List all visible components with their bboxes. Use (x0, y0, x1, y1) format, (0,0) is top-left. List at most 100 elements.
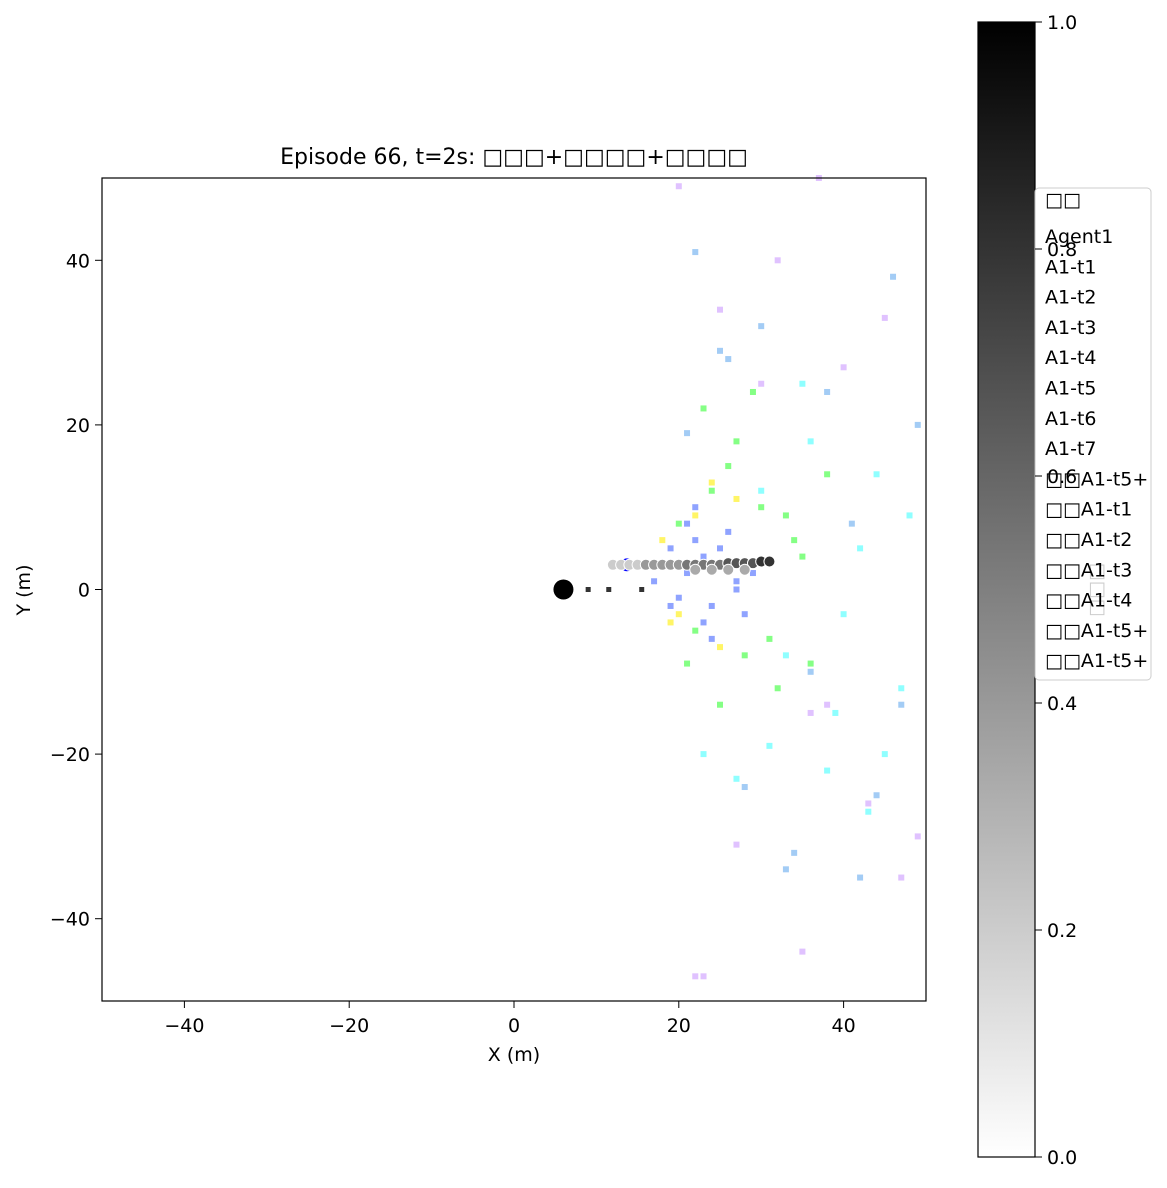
point (700, 973, 707, 980)
point (700, 751, 707, 758)
point (807, 438, 814, 445)
colorbar-tick-label: 0.4 (1047, 693, 1077, 715)
chart-title: Episode 66, t=2s: □□□+□□□□+□□□□ (280, 145, 748, 170)
point (700, 553, 707, 560)
point (824, 471, 831, 478)
point (807, 709, 814, 716)
point (782, 512, 789, 519)
y-tick-label: 40 (66, 250, 90, 272)
point (906, 512, 913, 519)
legend-entry: A1-t3 (1045, 317, 1096, 339)
point (799, 948, 806, 955)
point (733, 495, 740, 502)
point (898, 701, 905, 708)
legend-entry: A1-t6 (1045, 408, 1096, 430)
point (749, 570, 756, 577)
point (824, 767, 831, 774)
point (700, 619, 707, 626)
colorbar-tick-label: 1.0 (1047, 12, 1077, 34)
point (782, 652, 789, 659)
point (865, 800, 872, 807)
point (865, 808, 872, 815)
point (914, 421, 921, 428)
point (725, 356, 732, 363)
point (774, 257, 781, 264)
x-tick-label: −40 (164, 1015, 204, 1037)
point (675, 520, 682, 527)
point (705, 563, 718, 576)
point (667, 602, 674, 609)
point (733, 578, 740, 585)
legend-entry: □□A1-t3 (1045, 559, 1132, 581)
y-tick-label: −20 (50, 744, 90, 766)
y-tick-label: 0 (78, 580, 90, 602)
point (667, 545, 674, 552)
point (807, 668, 814, 675)
point (741, 784, 748, 791)
point (725, 528, 732, 535)
point (766, 742, 773, 749)
legend-entry: □□A1-t5+ (1045, 468, 1148, 490)
legend-entry: □□A1-t4 (1045, 590, 1132, 612)
point (807, 660, 814, 667)
colorbar-tick-label: 0.6 (1047, 466, 1077, 488)
trajectory-dot (639, 587, 645, 592)
point (675, 594, 682, 601)
point (692, 537, 699, 544)
point (708, 635, 715, 642)
legend-entry: □□A1-t2 (1045, 529, 1132, 551)
point (763, 555, 776, 568)
agent-marker (553, 579, 574, 600)
legend-entry: A1-t7 (1045, 438, 1096, 460)
point (741, 611, 748, 618)
point (717, 347, 723, 354)
point (659, 537, 666, 544)
point (791, 537, 798, 544)
legend-entry: A1-t4 (1045, 347, 1096, 369)
legend-entry: □□A1-t1 (1045, 499, 1132, 521)
point (692, 512, 699, 519)
point (684, 660, 691, 667)
point (700, 405, 707, 412)
axes-frame (101, 177, 927, 1002)
point (684, 430, 691, 437)
point (881, 314, 888, 321)
x-tick-label: −20 (329, 1015, 369, 1037)
point (857, 545, 864, 552)
point (689, 563, 702, 576)
point (890, 273, 897, 280)
x-tick-label: 40 (832, 1015, 856, 1037)
legend-entry: □□A1-t5+ (1045, 620, 1148, 642)
point (799, 380, 806, 387)
point (733, 586, 740, 593)
colorbar-tick-label: 0.8 (1047, 239, 1077, 261)
y-tick-label: −40 (50, 909, 90, 931)
legend-entry: A1-t5 (1045, 378, 1096, 400)
trajectory-dot (606, 587, 612, 592)
point (717, 545, 723, 552)
point (741, 652, 748, 659)
point (758, 504, 765, 511)
point (774, 685, 781, 692)
legend-entry: A1-t2 (1045, 287, 1096, 309)
legend-entry: A1-t1 (1045, 256, 1096, 278)
point (791, 849, 798, 856)
point (733, 841, 740, 848)
point (782, 866, 789, 873)
point (758, 487, 765, 494)
x-axis-label: X (m) (488, 1044, 540, 1066)
point (708, 602, 715, 609)
point (675, 611, 682, 618)
point (708, 479, 715, 486)
point (717, 701, 723, 708)
point (725, 463, 732, 470)
point (684, 570, 691, 577)
legend-title: □□ (1045, 189, 1081, 211)
point (733, 438, 740, 445)
point (881, 751, 888, 758)
point (738, 563, 751, 576)
point (749, 388, 756, 395)
point (848, 520, 855, 527)
point (717, 306, 723, 313)
legend-box (1034, 187, 1152, 681)
